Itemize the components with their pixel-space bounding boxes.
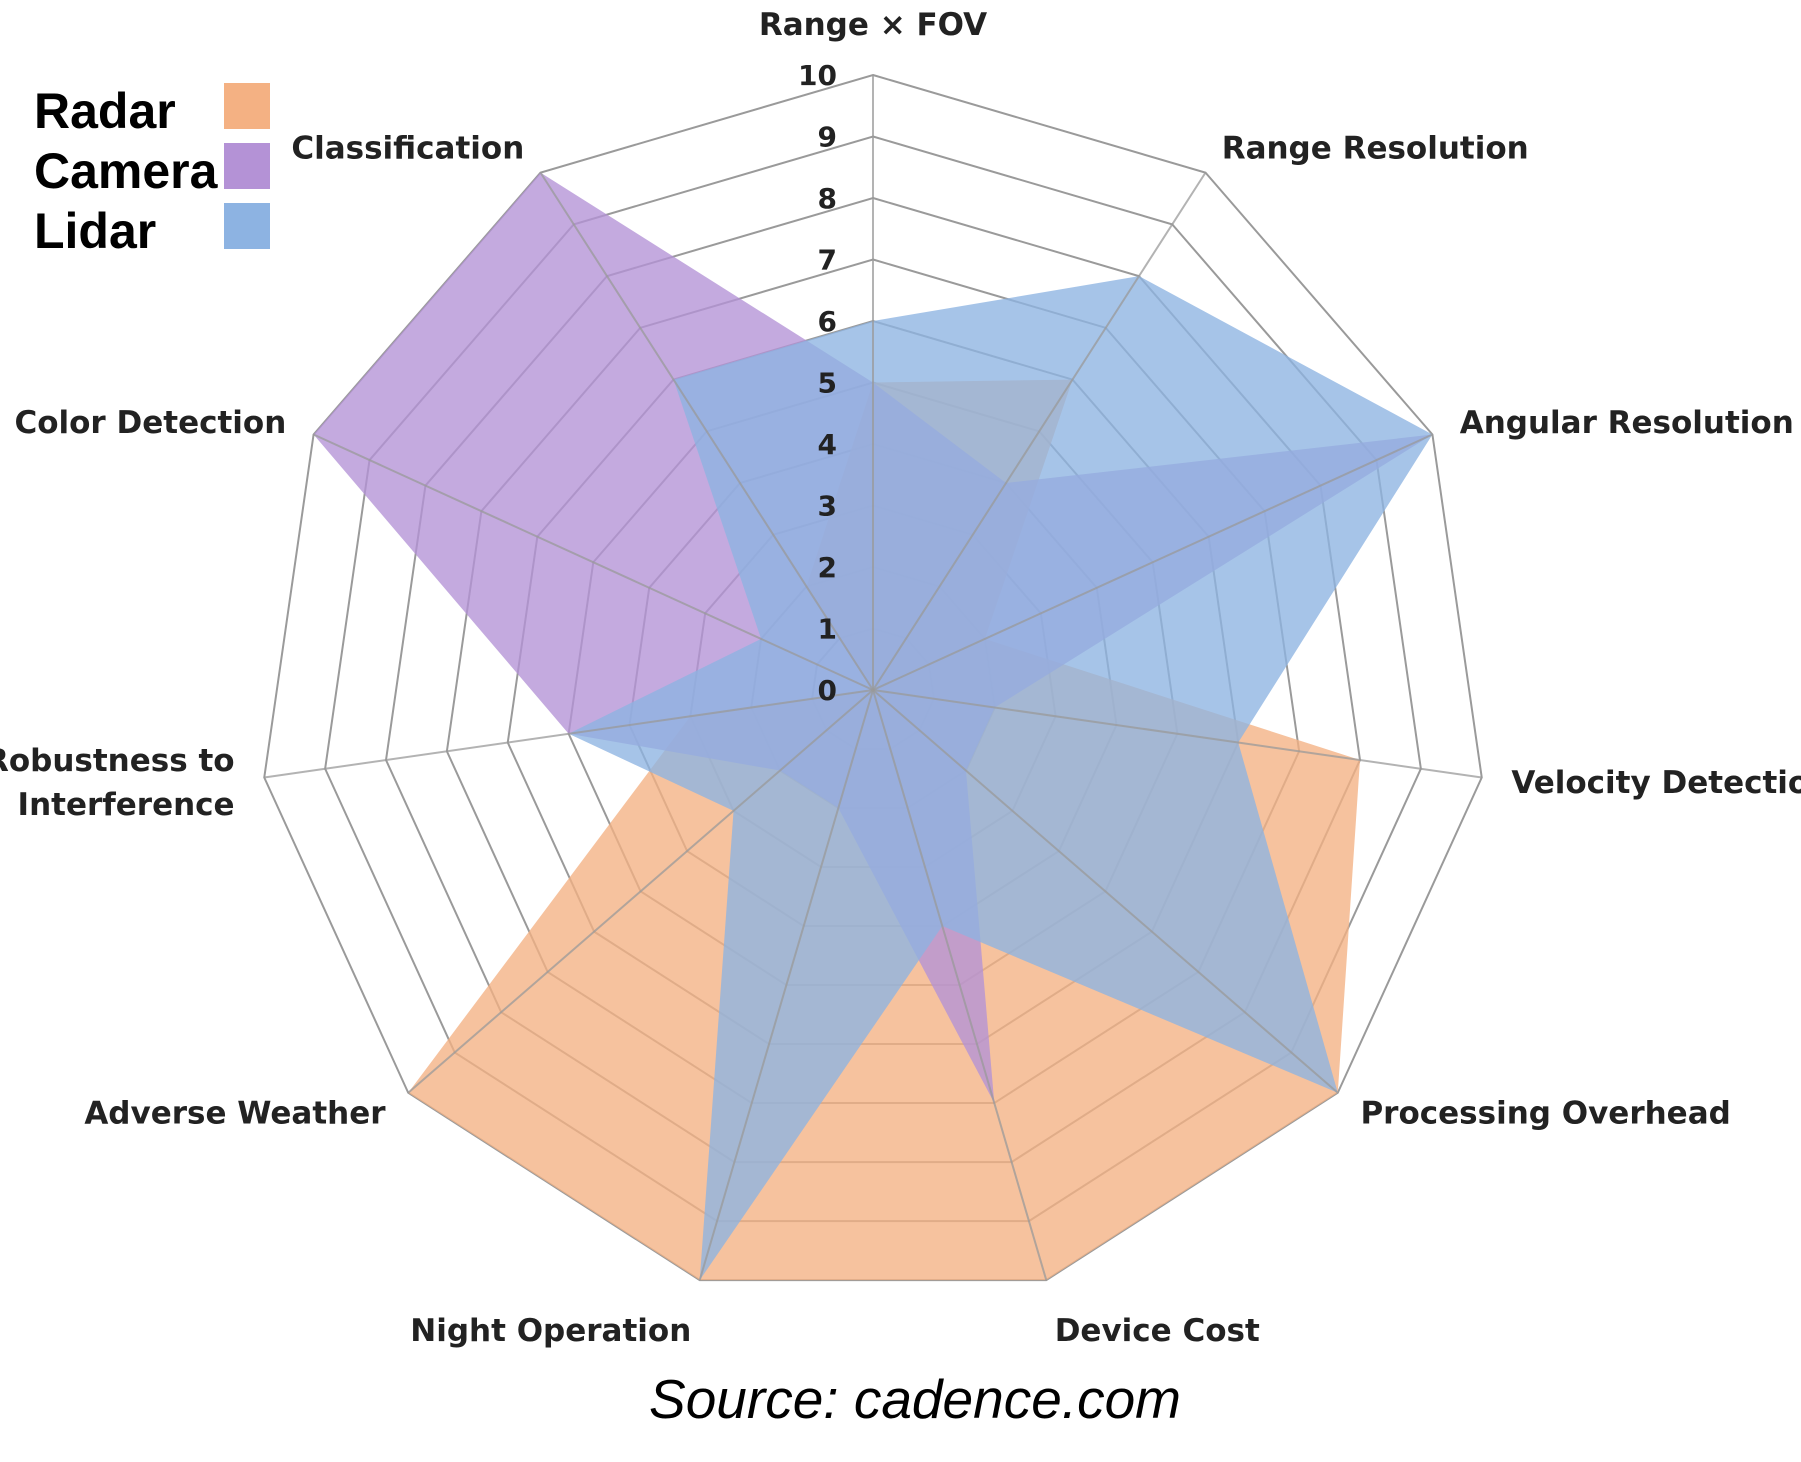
source-text: Source: cadence.com	[649, 1368, 1181, 1430]
tick-label-5: 5	[818, 367, 837, 400]
spoke-1	[872, 172, 1207, 691]
tick-label-4: 4	[818, 428, 837, 461]
axis-label-6: Night Operation	[410, 1313, 691, 1349]
spoke-9	[313, 433, 874, 691]
axis-label-10: Classification	[291, 130, 524, 166]
spoke-5	[872, 689, 1048, 1281]
series-lidar-area	[568, 276, 1433, 1281]
spoke-3	[872, 689, 1482, 779]
tick-label-1: 1	[818, 613, 837, 646]
spoke-6	[698, 689, 874, 1281]
radar-axis-labels: Range × FOV Range Resolution Angular Resol…	[0, 7, 1801, 1349]
axis-label-1: Range Resolution	[1222, 130, 1529, 166]
radar-spokes	[264, 75, 1482, 1281]
tick-label-9: 9	[818, 121, 837, 154]
tick-label-0: 0	[818, 674, 837, 707]
legend-label-lidar: Lidar	[34, 203, 156, 259]
legend-swatch-camera	[224, 143, 270, 189]
axis-label-2: Angular Resolution	[1460, 405, 1794, 441]
spoke-4	[872, 689, 1339, 1094]
spoke-7	[407, 689, 874, 1094]
axis-label-4: Processing Overhead	[1360, 1095, 1730, 1131]
spoke-10	[539, 172, 874, 691]
legend-label-radar: Radar	[34, 83, 176, 139]
radar-tick-labels: 0 1 2 3 4 5 6 7 8 9 10	[798, 59, 837, 707]
legend-swatch-radar	[224, 83, 270, 129]
axis-label-5: Device Cost	[1055, 1313, 1260, 1349]
tick-label-3: 3	[818, 490, 837, 523]
spoke-2	[872, 433, 1433, 691]
legend-label-camera: Camera	[34, 143, 219, 199]
tick-label-7: 7	[818, 244, 837, 277]
axis-label-8: Robustness to Interference	[0, 743, 235, 823]
axis-label-3: Velocity Detection	[1511, 765, 1801, 801]
spoke-8	[264, 689, 874, 779]
tick-label-6: 6	[818, 305, 837, 338]
tick-label-2: 2	[818, 551, 837, 584]
tick-label-10: 10	[798, 59, 837, 92]
tick-label-8: 8	[818, 182, 837, 215]
axis-label-7: Adverse Weather	[84, 1095, 386, 1131]
axis-label-0: Range × FOV	[759, 7, 987, 43]
axis-label-9: Color Detection	[14, 405, 286, 441]
legend-swatch-lidar	[224, 203, 270, 249]
